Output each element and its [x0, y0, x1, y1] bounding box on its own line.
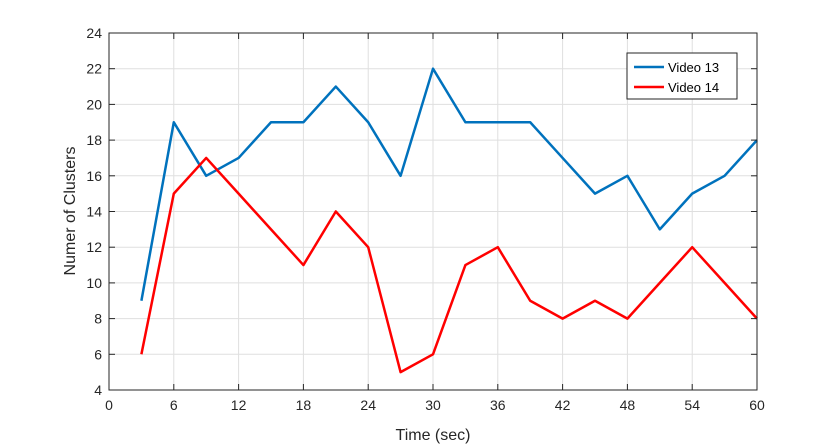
y-tick-label: 6 — [94, 346, 102, 362]
x-tick-label: 36 — [490, 397, 506, 413]
legend: Video 13 Video 14 — [626, 52, 738, 100]
legend-label: Video 14 — [668, 80, 719, 95]
legend-box — [626, 52, 738, 100]
x-tick-label: 0 — [105, 397, 113, 413]
y-tick-label: 8 — [94, 311, 102, 327]
x-tick-label: 60 — [749, 397, 765, 413]
y-tick-label: 12 — [86, 239, 102, 255]
x-tick-label: 24 — [360, 397, 376, 413]
x-tick-label: 30 — [425, 397, 441, 413]
y-tick-label: 22 — [86, 61, 102, 77]
y-tick-label: 10 — [86, 275, 102, 291]
x-tick-label: 48 — [620, 397, 636, 413]
legend-label: Video 13 — [668, 60, 719, 75]
x-axis-title: Time (sec) — [396, 427, 471, 444]
y-tick-label: 20 — [86, 96, 102, 112]
x-tick-label: 42 — [555, 397, 571, 413]
x-tick-label: 12 — [231, 397, 247, 413]
x-tick-label: 6 — [170, 397, 178, 413]
tick-labels: 0 6 12 18 24 30 36 42 48 54 60 4 6 8 10 12 14 16 18 20 22 24 — [86, 25, 765, 413]
y-tick-label: 16 — [86, 168, 102, 184]
y-tick-label: 4 — [94, 382, 102, 398]
y-tick-label: 18 — [86, 132, 102, 148]
series-group — [140, 67, 758, 374]
y-axis-title: Numer of Clusters — [62, 147, 79, 276]
series-line-1 — [140, 67, 758, 301]
axes — [108, 32, 758, 391]
series-line-2 — [140, 156, 758, 374]
y-tick-label: 24 — [86, 25, 102, 41]
y-tick-label: 14 — [86, 204, 102, 220]
x-tick-label: 54 — [684, 397, 700, 413]
x-tick-label: 18 — [296, 397, 312, 413]
